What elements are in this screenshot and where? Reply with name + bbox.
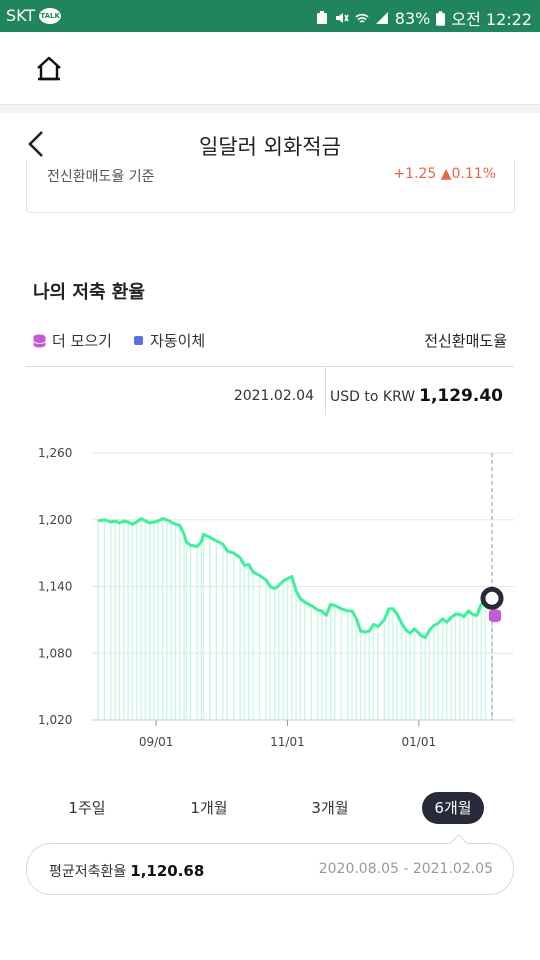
x-tick-label: 01/01 <box>402 735 437 749</box>
status-left: SKT TALK <box>6 6 62 25</box>
x-tick-label: 09/01 <box>139 735 174 749</box>
summary-card-label: 전신환매도율 기준 <box>47 169 155 185</box>
chart-bars <box>97 518 493 720</box>
selected-rate: USD to KRW 1,129.40 <box>330 386 503 406</box>
status-right: 83% 오전 12:22 <box>315 6 532 30</box>
coin-marker-body <box>489 612 501 620</box>
nav-bar: 일달러 외화적금 <box>0 113 540 175</box>
carrier-label: SKT <box>6 6 36 25</box>
section-title: 나의 저축 환율 <box>33 282 145 303</box>
signal-icon <box>375 12 388 24</box>
y-tick-label: 1,080 <box>38 646 72 660</box>
back-arrow-icon[interactable] <box>24 129 48 159</box>
y-tick-label: 1,020 <box>38 713 72 727</box>
top-bar <box>0 32 540 105</box>
period-option[interactable]: 3개월 <box>311 799 349 817</box>
page-title: 일달러 외화적금 <box>199 135 341 159</box>
coin-stack-icon <box>33 334 46 347</box>
average-date-range: 2020.08.05 - 2021.02.05 <box>318 861 493 877</box>
chart-axis: 1,260 1,200 1,140 1,080 1,020 09/01 11/01 01/01 <box>38 446 514 749</box>
mute-icon <box>335 13 349 23</box>
period-option[interactable]: 1개월 <box>190 799 228 817</box>
x-tick-label: 11/01 <box>270 735 305 749</box>
legend-auto-label: 자동이체 <box>149 332 206 350</box>
battery-percent: 83% <box>394 8 431 28</box>
summary-card: 전신환매도율 기준 +1.25 ▲0.11% <box>26 160 515 213</box>
talk-badge-text: TALK <box>40 11 60 20</box>
battery-icon <box>436 10 446 26</box>
kakaotalk-icon: TALK <box>39 7 62 24</box>
average-label: 평균저축환율 1,120.68 <box>49 861 204 881</box>
average-label-text: 평균저축환율 <box>49 864 127 880</box>
wifi-icon <box>355 13 369 23</box>
average-value: 1,120.68 <box>130 862 205 880</box>
y-tick-label: 1,200 <box>38 513 72 527</box>
legend-more-label: 더 모으기 <box>52 332 112 350</box>
selected-date: 2021.02.04 <box>233 388 314 404</box>
period-option[interactable]: 1주일 <box>68 799 106 817</box>
clock: 오전 12:22 <box>451 10 532 29</box>
divider <box>26 366 514 367</box>
currency-pair: USD to KRW <box>330 389 416 405</box>
rate-type-label: 전신환매도율 <box>424 332 507 350</box>
notification-icon <box>316 11 327 24</box>
period-option[interactable]: 6개월 <box>422 792 484 824</box>
average-rate-box: 평균저축환율 1,120.68 2020.08.05 - 2021.02.05 <box>26 843 514 895</box>
status-bar: SKT TALK 83% 오전 12:22 <box>0 0 540 32</box>
auto-transfer-dot-icon <box>133 336 143 345</box>
series-line <box>97 517 493 640</box>
chart-legend: 더 모으기 자동이체 <box>33 330 205 351</box>
chart-line <box>97 517 493 640</box>
info-separator <box>325 367 326 415</box>
coin-marker-base <box>489 616 501 623</box>
rate-value: 1,129.40 <box>419 386 503 406</box>
summary-card-change: +1.25 ▲0.11% <box>393 166 496 182</box>
selected-point-marker <box>480 586 504 610</box>
section-separator <box>0 105 540 113</box>
chart-marker[interactable] <box>480 453 504 720</box>
period-selector: 1주일 1개월 3개월 6개월 <box>0 792 540 824</box>
y-tick-label: 1,260 <box>38 446 72 460</box>
home-icon[interactable] <box>34 54 64 84</box>
y-tick-label: 1,140 <box>38 580 72 594</box>
exchange-rate-chart[interactable]: 1,260 1,200 1,140 1,080 1,020 09/01 11/01 01/01 <box>0 430 540 750</box>
